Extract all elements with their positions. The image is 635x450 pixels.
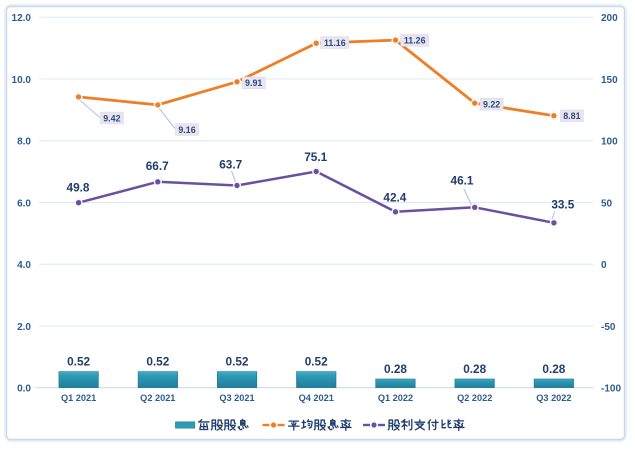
svg-text:0.52: 0.52 bbox=[146, 354, 169, 368]
svg-text:8.0: 8.0 bbox=[17, 137, 31, 148]
svg-text:Q3 2022: Q3 2022 bbox=[536, 393, 571, 403]
svg-text:-50: -50 bbox=[601, 322, 616, 333]
svg-text:33.5: 33.5 bbox=[551, 197, 574, 211]
svg-text:0.52: 0.52 bbox=[305, 354, 328, 368]
svg-text:6.0: 6.0 bbox=[17, 198, 31, 209]
svg-text:50: 50 bbox=[601, 198, 613, 209]
svg-text:0.28: 0.28 bbox=[384, 362, 407, 376]
svg-text:0.52: 0.52 bbox=[67, 354, 90, 368]
svg-text:-100: -100 bbox=[601, 384, 621, 395]
svg-text:0.0: 0.0 bbox=[17, 384, 31, 395]
svg-text:Q1 2022: Q1 2022 bbox=[378, 393, 413, 403]
svg-text:100: 100 bbox=[601, 137, 618, 148]
svg-text:66.7: 66.7 bbox=[146, 159, 169, 173]
svg-text:9.16: 9.16 bbox=[178, 125, 195, 135]
svg-text:4.0: 4.0 bbox=[17, 260, 31, 271]
svg-text:0.28: 0.28 bbox=[463, 362, 486, 376]
svg-text:150: 150 bbox=[601, 75, 618, 86]
svg-text:0: 0 bbox=[601, 260, 607, 271]
svg-text:12.0: 12.0 bbox=[12, 13, 32, 24]
svg-text:42.4: 42.4 bbox=[383, 191, 406, 205]
svg-text:2.0: 2.0 bbox=[17, 322, 31, 333]
svg-text:10.0: 10.0 bbox=[12, 75, 32, 86]
svg-text:63.7: 63.7 bbox=[219, 157, 242, 171]
svg-text:Q4 2021: Q4 2021 bbox=[299, 393, 334, 403]
svg-text:9.91: 9.91 bbox=[245, 78, 262, 88]
svg-text:200: 200 bbox=[601, 13, 618, 24]
svg-text:9.22: 9.22 bbox=[483, 100, 500, 110]
svg-text:0.28: 0.28 bbox=[542, 362, 565, 376]
svg-text:Q3 2021: Q3 2021 bbox=[219, 393, 254, 403]
svg-text:9.42: 9.42 bbox=[103, 113, 120, 123]
svg-text:11.16: 11.16 bbox=[324, 38, 346, 48]
svg-text:11.26: 11.26 bbox=[404, 36, 426, 46]
svg-text:8.81: 8.81 bbox=[563, 111, 580, 121]
svg-text:Q2 2022: Q2 2022 bbox=[457, 393, 492, 403]
svg-text:Q1 2021: Q1 2021 bbox=[61, 393, 96, 403]
svg-text:49.8: 49.8 bbox=[67, 181, 90, 195]
svg-text:75.1: 75.1 bbox=[304, 150, 327, 164]
svg-text:46.1: 46.1 bbox=[451, 173, 474, 187]
svg-text:0.52: 0.52 bbox=[226, 354, 249, 368]
svg-text:Q2 2021: Q2 2021 bbox=[140, 393, 175, 403]
